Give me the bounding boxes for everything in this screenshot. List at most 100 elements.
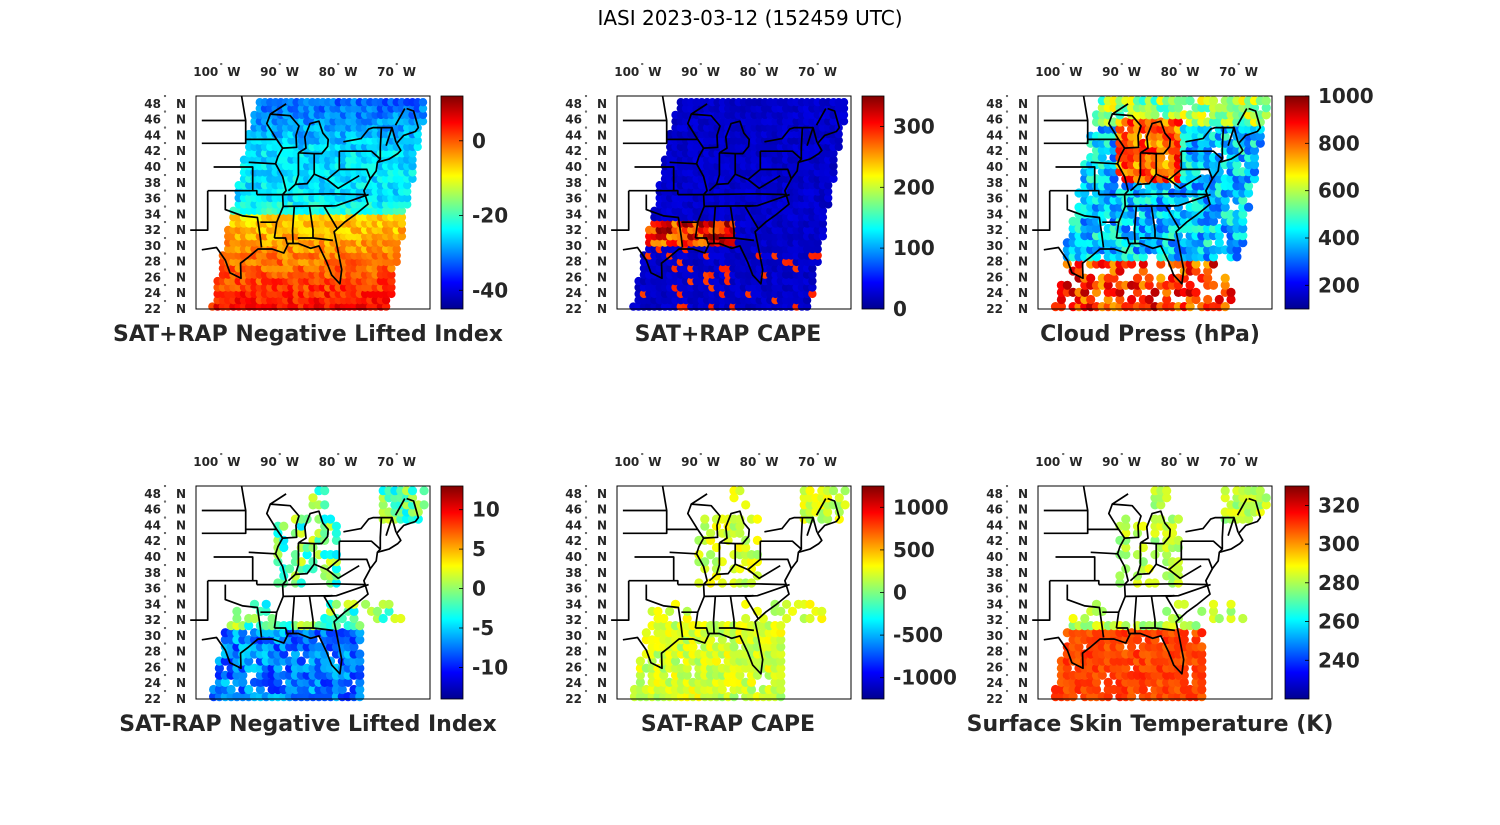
footprint-point xyxy=(694,578,704,588)
degree-mark: ˚ xyxy=(1005,579,1009,589)
border-line xyxy=(312,237,334,242)
border-line xyxy=(339,540,382,553)
border-line xyxy=(704,582,788,586)
degree-mark: ˚ xyxy=(584,563,588,573)
degree-mark: ˚ xyxy=(1005,94,1009,104)
lat-tick-label: 44 xyxy=(986,518,1003,532)
footprint-point xyxy=(1220,493,1230,503)
lat-tick-label: 36 xyxy=(565,582,582,596)
border-line xyxy=(224,584,263,638)
footprint-point xyxy=(1156,273,1166,283)
footprint-point xyxy=(829,149,838,158)
latitude-ticks: 48 ˚ N46 ˚ N44 ˚ N42 ˚ N40 ˚ N38 ˚ N36 ˚ N34 ˚ N32 ˚ N30 ˚ N… xyxy=(144,484,186,706)
degree-mark: ˚ xyxy=(163,484,167,494)
lat-tick-label: 34 xyxy=(565,597,582,611)
footprint-point xyxy=(343,677,353,688)
footprint-point xyxy=(1249,160,1260,170)
footprint-point xyxy=(735,521,745,531)
lat-tick-label: 32 xyxy=(986,613,1003,627)
border-line xyxy=(1066,584,1105,638)
degree-mark: ˚ xyxy=(395,452,399,462)
lat-hemisphere: N xyxy=(176,223,186,237)
lon-hemisphere: W xyxy=(1245,65,1258,79)
footprint-point xyxy=(1080,613,1090,624)
degree-mark: ˚ xyxy=(278,452,282,462)
lon-tick-label: 90 xyxy=(260,65,277,79)
border-line xyxy=(245,493,287,531)
lat-tick-label: 32 xyxy=(144,613,161,627)
border-line xyxy=(1055,166,1096,191)
footprint-point xyxy=(1220,280,1230,290)
footprint-point xyxy=(776,635,786,645)
border-line xyxy=(1185,126,1234,143)
border-line xyxy=(240,485,247,511)
border-line xyxy=(1236,108,1248,126)
map-data-layer xyxy=(208,98,428,311)
footprint-point xyxy=(1203,124,1213,134)
panel-title: Cloud Press (hPa) xyxy=(1040,322,1260,347)
border-line xyxy=(1112,503,1142,539)
footprint-point xyxy=(1080,287,1090,297)
degree-mark: ˚ xyxy=(584,236,588,246)
footprint-point xyxy=(407,486,418,496)
footprint-point xyxy=(1150,528,1160,538)
lat-tick-label: 34 xyxy=(565,207,582,221)
lon-tick-label: 90 xyxy=(681,455,698,469)
border-line xyxy=(1139,206,1156,239)
lon-tick-label: 100 xyxy=(1035,455,1060,469)
border-line xyxy=(695,627,710,635)
lat-tick-label: 42 xyxy=(565,534,582,548)
lat-hemisphere: N xyxy=(597,192,607,206)
footprint-point xyxy=(635,677,646,688)
colorbar-ticks: 0-20-40 xyxy=(459,129,508,302)
footprint-point xyxy=(839,110,849,120)
colorbar-tick-label: 400 xyxy=(1318,226,1360,250)
footprint-point xyxy=(741,613,751,624)
lat-hemisphere: N xyxy=(176,113,186,127)
state-borders xyxy=(190,95,420,285)
degree-mark: ˚ xyxy=(1005,189,1009,199)
lat-tick-label: 48 xyxy=(565,97,582,111)
footprint-point xyxy=(1103,280,1113,290)
footprint-point xyxy=(1097,152,1107,163)
degree-mark: ˚ xyxy=(584,173,588,183)
colorbar-tick-label: 0 xyxy=(893,581,907,605)
degree-mark: ˚ xyxy=(699,62,703,72)
lat-tick-label: 30 xyxy=(144,629,161,643)
degree-mark: ˚ xyxy=(163,626,167,636)
panel-skin-temp: 100 ˚ W 90 ˚ W 80 ˚ W 70 ˚ W 48 ˚ N46 ˚ N44 ˚ N42 ˚ N40 ˚ N38… xyxy=(967,452,1360,737)
footprint-point xyxy=(688,642,698,652)
footprint-point xyxy=(746,677,757,688)
degree-mark: ˚ xyxy=(1120,62,1124,72)
latitude-ticks: 48 ˚ N46 ˚ N44 ˚ N42 ˚ N40 ˚ N38 ˚ N36 ˚ N34 ˚ N32 ˚ N30 ˚ N… xyxy=(986,94,1028,316)
border-line xyxy=(715,152,721,185)
border-line xyxy=(691,503,721,539)
footprint-point xyxy=(308,564,318,574)
footprint-point xyxy=(1068,613,1078,624)
panel-title: Surface Skin Temperature (K) xyxy=(967,712,1334,737)
degree-mark: ˚ xyxy=(1120,452,1124,462)
footprint-point xyxy=(418,117,428,126)
lat-hemisphere: N xyxy=(597,660,607,674)
footprint-point xyxy=(1162,287,1172,297)
map-frame xyxy=(195,95,431,310)
degree-mark: ˚ xyxy=(584,299,588,309)
border-line xyxy=(1125,192,1209,196)
lat-tick-label: 28 xyxy=(144,255,161,269)
lon-hemisphere: W xyxy=(707,455,720,469)
lat-tick-label: 32 xyxy=(565,223,582,237)
footprint-point xyxy=(813,251,822,260)
footprint-point xyxy=(355,670,365,680)
lat-tick-label: 46 xyxy=(986,113,1003,127)
footprint-point xyxy=(1244,188,1254,198)
footprint-point xyxy=(1179,599,1189,609)
degree-mark: ˚ xyxy=(757,452,761,462)
border-line xyxy=(248,138,284,165)
lat-tick-label: 26 xyxy=(986,270,1003,284)
border-line xyxy=(323,205,339,230)
lon-tick-label: 70 xyxy=(1219,65,1236,79)
longitude-ticks: 100 ˚ W 90 ˚ W 80 ˚ W 70 ˚ W xyxy=(193,62,416,79)
footprint-point xyxy=(829,168,838,177)
